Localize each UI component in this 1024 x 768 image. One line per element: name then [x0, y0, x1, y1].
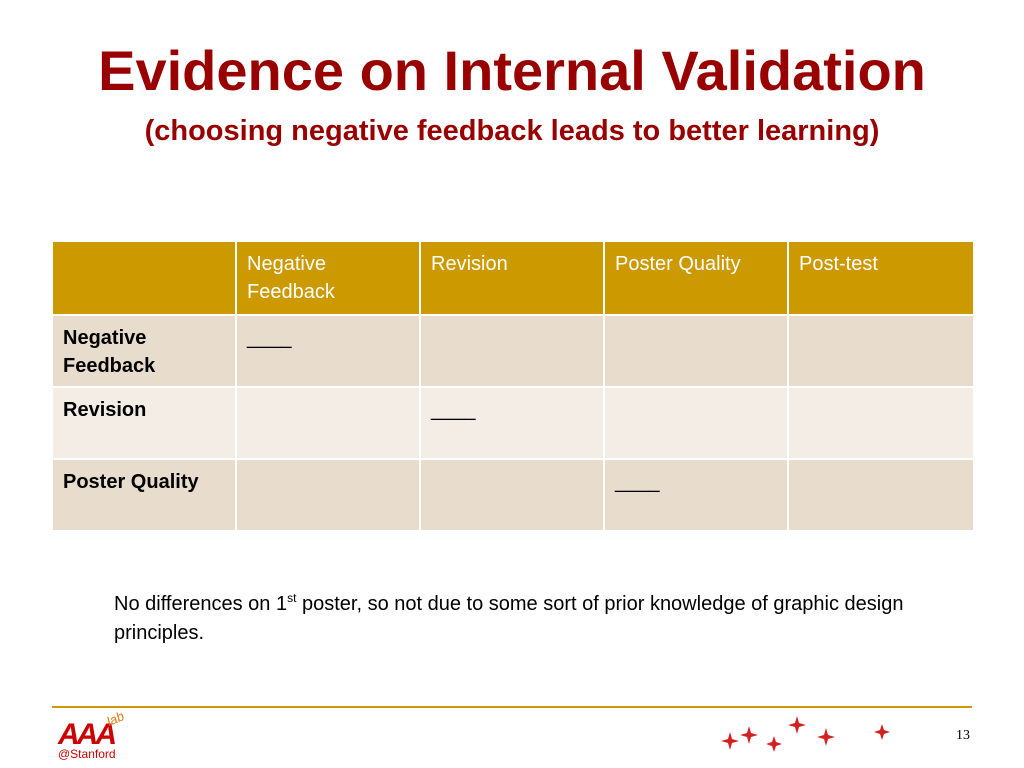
row-label: Revision [51, 386, 237, 460]
logo-superscript-text: lab [104, 708, 126, 729]
table-cell: ____ [419, 386, 605, 460]
table-row: Negative Feedback ____ [51, 314, 975, 388]
table-row: Revision ____ [51, 386, 975, 460]
table-header-cell: Post-test [787, 240, 975, 316]
table-header-row: Negative Feedback Revision Poster Qualit… [51, 240, 975, 316]
star-icon [766, 736, 782, 752]
note-text-after: poster, so not due to some sort of prior… [114, 593, 904, 644]
table-cell [235, 386, 421, 460]
star-icon [874, 724, 890, 740]
table-cell [787, 386, 975, 460]
star-icon [740, 726, 758, 744]
table-cell: ____ [235, 314, 421, 388]
table-row: Poster Quality ____ [51, 458, 975, 532]
table-cell [419, 458, 605, 532]
star-icon [817, 728, 835, 746]
table-cell [603, 386, 789, 460]
star-icon [788, 716, 806, 734]
note-text-before: No differences on 1 [114, 593, 288, 615]
table-header-cell: Revision [419, 240, 605, 316]
star-icon [721, 732, 739, 750]
table-cell: ____ [603, 458, 789, 532]
note-superscript: st [287, 591, 297, 605]
page-number: 13 [956, 728, 970, 743]
table-cell [603, 314, 789, 388]
table-cell [787, 314, 975, 388]
table-header-cell: Poster Quality [603, 240, 789, 316]
table-header-corner [51, 240, 237, 316]
footer-divider [52, 706, 972, 708]
logo-subtitle-text: @Stanford [58, 747, 116, 761]
row-label: Negative Feedback [51, 314, 237, 388]
slide-note: No differences on 1st poster, so not due… [114, 590, 934, 648]
slide-title: Evidence on Internal Validation [98, 39, 926, 102]
aaa-lab-logo-icon: AAA lab @Stanford [57, 708, 126, 761]
table-cell [787, 458, 975, 532]
table-header-cell: Negative Feedback [235, 240, 421, 316]
logo-main-text: AAA [57, 718, 115, 751]
table-cell [235, 458, 421, 532]
row-label: Poster Quality [51, 458, 237, 532]
slide-subtitle: (choosing negative feedback leads to bet… [144, 115, 880, 147]
sparkle-stars-icon [721, 716, 890, 752]
table-cell [419, 314, 605, 388]
correlation-table: Negative Feedback Revision Poster Qualit… [51, 240, 975, 532]
